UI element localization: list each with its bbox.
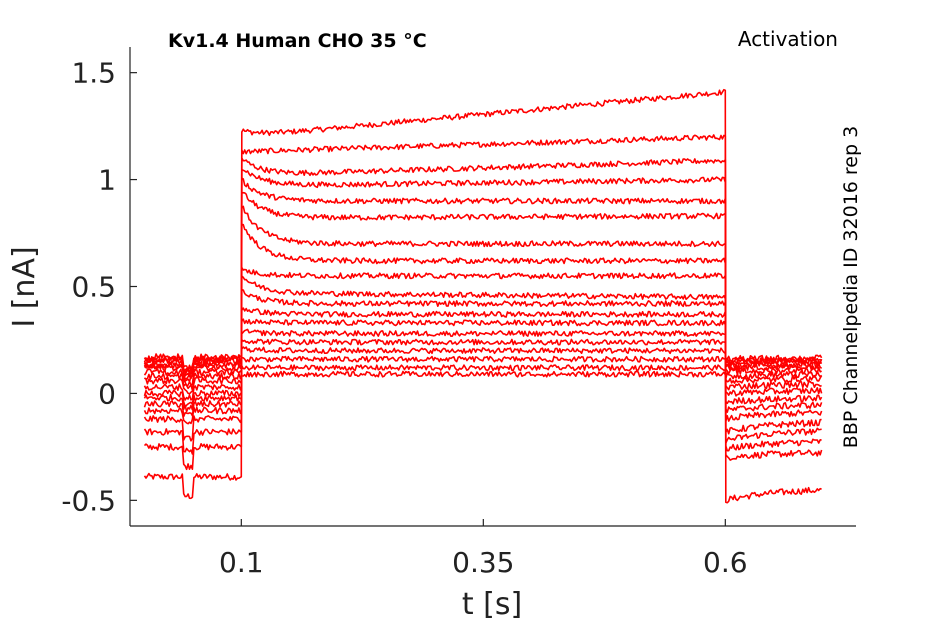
protocol-label: Activation <box>738 27 838 51</box>
current-trace <box>143 266 823 401</box>
current-trace <box>143 223 823 408</box>
y-tick-label: 1.5 <box>71 57 116 90</box>
y-axis-title: I [nA] <box>7 246 42 327</box>
y-tick-label: 0.5 <box>71 271 116 304</box>
source-label: BBP Channelpedia ID 32016 rep 3 <box>840 126 862 448</box>
current-trace <box>144 288 823 391</box>
axes: -0.5 0 0.5 1 1.5 0.1 0.35 0.6 <box>61 47 856 579</box>
x-tick-label: 0.6 <box>703 546 748 579</box>
current-traces <box>143 88 823 504</box>
current-trace <box>143 346 822 376</box>
y-tick-label: 0 <box>98 377 116 410</box>
current-trace <box>143 318 822 383</box>
current-trace <box>143 191 823 422</box>
current-trace <box>143 275 822 395</box>
current-trace <box>143 328 823 380</box>
current-trace <box>143 88 822 504</box>
current-trace <box>143 307 823 387</box>
current-trace <box>143 157 822 455</box>
chart-title: Kv1.4 Human CHO 35 °C <box>168 30 427 52</box>
y-tick-label: 1 <box>98 164 116 197</box>
current-trace <box>143 169 822 444</box>
y-tick-label: -0.5 <box>61 484 116 517</box>
current-trace <box>143 355 823 372</box>
current-trace <box>144 353 823 378</box>
x-tick-label: 0.35 <box>452 546 514 579</box>
current-trace <box>143 355 822 374</box>
current-trace <box>143 205 823 413</box>
x-axis-title: t [s] <box>462 587 522 622</box>
x-tick-label: 0.1 <box>219 546 264 579</box>
current-trace <box>143 177 822 435</box>
current-trace <box>143 338 823 378</box>
current-trace <box>143 134 823 471</box>
